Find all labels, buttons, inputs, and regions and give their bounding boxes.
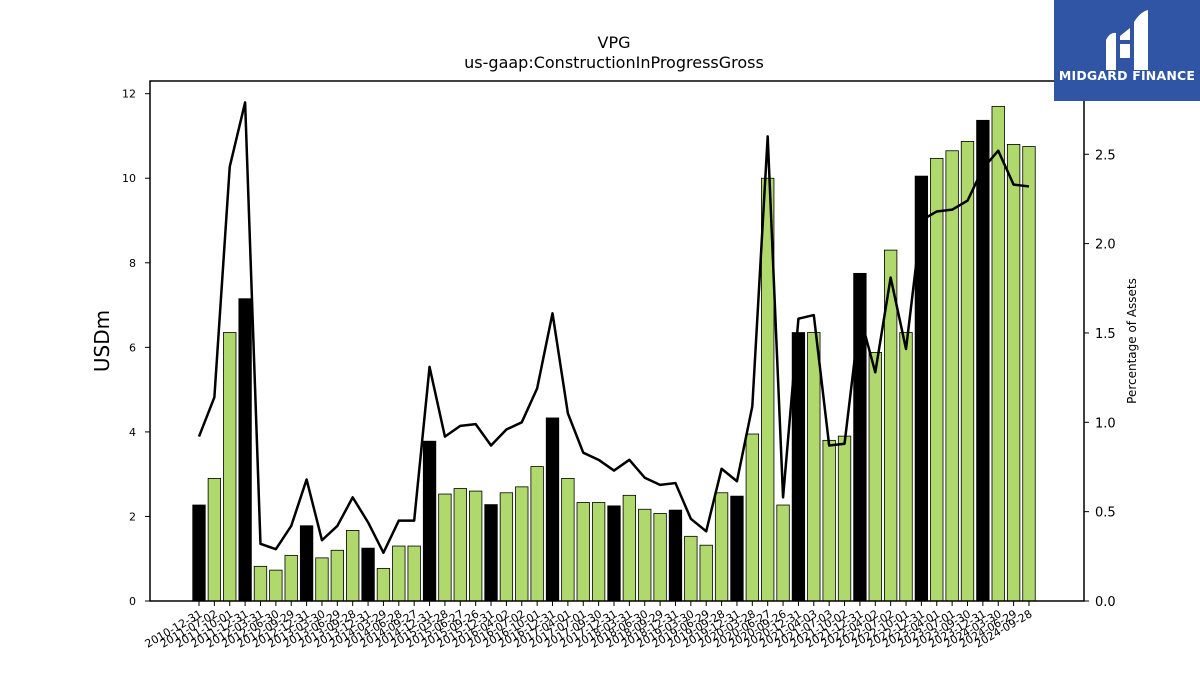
bar bbox=[868, 352, 882, 602]
plot-frame bbox=[149, 80, 1085, 602]
logo-mark-icon bbox=[1106, 10, 1148, 70]
bar bbox=[745, 433, 759, 602]
bar bbox=[269, 569, 283, 602]
y-tick-label: 4 bbox=[129, 426, 136, 439]
y2-tick-label: 0.5 bbox=[1095, 506, 1116, 521]
bar bbox=[376, 568, 391, 602]
bar bbox=[607, 505, 621, 602]
chart-subtitle: us-gaap:ConstructionInProgressGross bbox=[464, 53, 764, 72]
y2-axis: 0.0 0.5 1.0 1.5 2.0 2.5 bbox=[1084, 148, 1116, 610]
bar bbox=[807, 332, 821, 602]
bar bbox=[991, 105, 1005, 602]
bar bbox=[223, 332, 237, 602]
y-tick-label: 6 bbox=[129, 341, 136, 354]
y-tick-label: 2 bbox=[129, 510, 136, 523]
bar bbox=[668, 509, 683, 602]
y-tick-label: 10 bbox=[122, 172, 136, 185]
bar bbox=[837, 435, 852, 602]
bar bbox=[392, 545, 406, 602]
y-axis-label: USDm bbox=[90, 310, 114, 372]
bar bbox=[469, 490, 483, 602]
bar bbox=[930, 157, 944, 602]
bar bbox=[361, 547, 375, 602]
midgard-finance-logo: MIDGARD FINANCE bbox=[1054, 0, 1200, 101]
bar bbox=[438, 493, 452, 602]
y-tick-label: 12 bbox=[122, 88, 136, 101]
bar bbox=[346, 530, 360, 602]
bar bbox=[545, 417, 560, 602]
y-axis: 0 2 4 6 8 10 12 bbox=[122, 88, 150, 608]
bar bbox=[499, 492, 514, 602]
y2-tick-label: 1.0 bbox=[1095, 416, 1116, 431]
bar bbox=[776, 504, 790, 602]
bar bbox=[591, 502, 606, 602]
bar bbox=[515, 486, 529, 602]
bar bbox=[315, 557, 329, 602]
bar bbox=[714, 492, 729, 602]
bar bbox=[899, 332, 913, 602]
bar bbox=[576, 502, 590, 602]
bar bbox=[484, 504, 498, 602]
chart-title: VPG bbox=[598, 33, 631, 52]
bar bbox=[638, 508, 652, 602]
bar bbox=[945, 150, 959, 602]
bar bbox=[330, 549, 344, 602]
bar bbox=[530, 466, 544, 602]
bar bbox=[653, 513, 667, 602]
bar bbox=[561, 477, 575, 602]
bar bbox=[422, 440, 437, 602]
bar bbox=[253, 565, 268, 602]
y-tick-label: 8 bbox=[129, 257, 136, 270]
bar bbox=[622, 494, 637, 602]
bar bbox=[192, 504, 206, 602]
y2-tick-label: 1.5 bbox=[1095, 327, 1116, 342]
bar bbox=[284, 554, 298, 602]
bar bbox=[299, 525, 314, 602]
x-axis: 2010-12-312011-07-022011-10-012011-12-31… bbox=[143, 601, 1034, 651]
bar bbox=[914, 175, 929, 602]
y2-axis-label: Percentage of Assets bbox=[1125, 278, 1139, 404]
y-tick-label: 0 bbox=[129, 595, 136, 608]
bar bbox=[1022, 146, 1036, 602]
y2-tick-label: 0.0 bbox=[1095, 595, 1116, 610]
bar bbox=[822, 439, 836, 602]
y2-tick-label: 2.5 bbox=[1095, 148, 1116, 163]
bar bbox=[976, 119, 990, 602]
logo-text: MIDGARD FINANCE bbox=[1058, 68, 1196, 83]
bar bbox=[1006, 144, 1021, 602]
bar bbox=[684, 535, 698, 602]
bar bbox=[207, 477, 222, 602]
bar bbox=[407, 545, 421, 602]
y2-tick-label: 2.0 bbox=[1095, 238, 1116, 253]
bar bbox=[699, 544, 713, 602]
bar bbox=[730, 495, 744, 602]
bar bbox=[960, 141, 975, 602]
bar bbox=[238, 298, 252, 602]
bar bbox=[453, 488, 467, 602]
line-group bbox=[197, 101, 1030, 554]
